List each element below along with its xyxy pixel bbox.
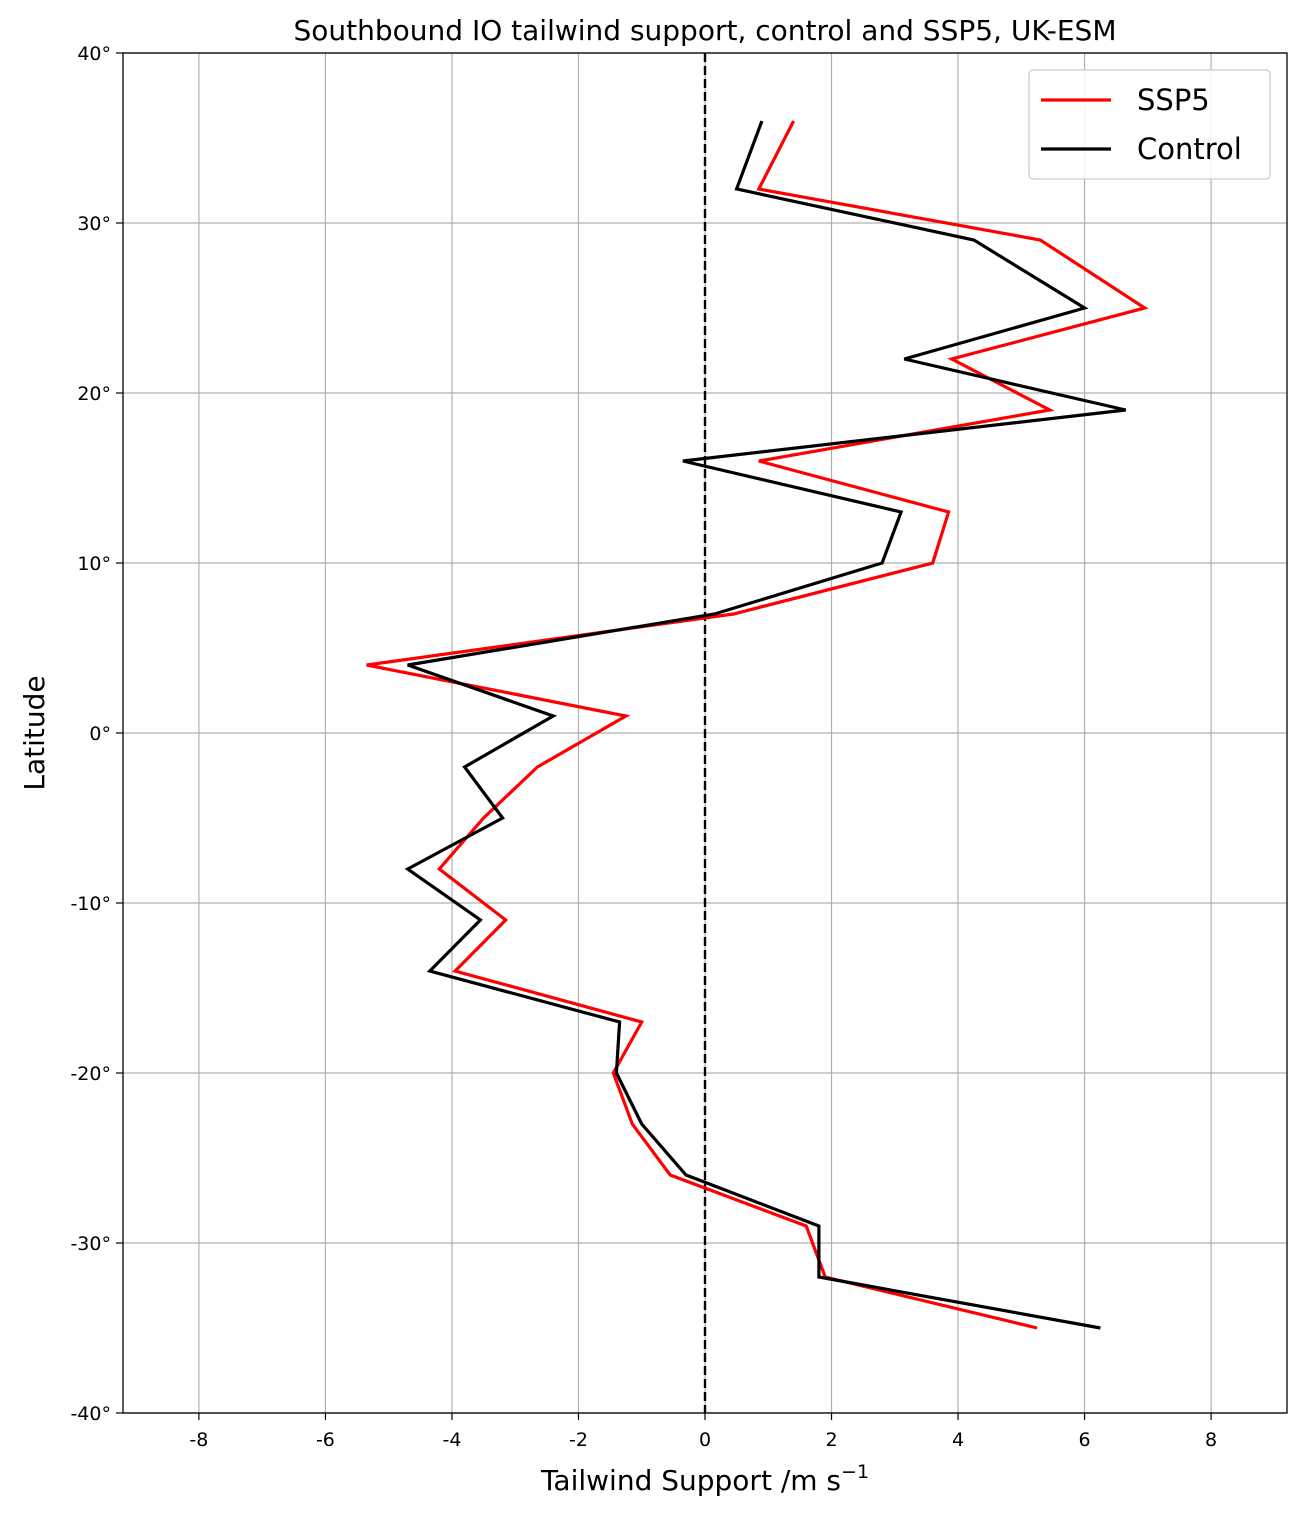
legend-label-ssp5: SSP5 bbox=[1137, 83, 1210, 117]
y-tick-label: 40° bbox=[77, 43, 111, 65]
x-tick-label: -2 bbox=[569, 1429, 588, 1451]
x-tick-label: 2 bbox=[825, 1429, 837, 1451]
x-axis-label: Tailwind Support /m s−1 bbox=[540, 1461, 869, 1497]
x-tick-label: -8 bbox=[189, 1429, 208, 1451]
chart-title: Southbound IO tailwind support, control … bbox=[294, 14, 1117, 47]
y-tick-label: 30° bbox=[77, 213, 111, 235]
series-line-ssp5 bbox=[366, 120, 1149, 1330]
x-tick-label: 4 bbox=[952, 1429, 964, 1451]
x-tick-label: 0 bbox=[699, 1429, 711, 1451]
legend-label-control: Control bbox=[1137, 132, 1242, 166]
legend: SSP5 Control bbox=[1028, 69, 1271, 180]
x-axis-label-text: Tailwind Support /m s bbox=[540, 1464, 841, 1497]
series-line-control bbox=[404, 120, 1127, 1330]
x-tick-label: -6 bbox=[316, 1429, 335, 1451]
x-axis-label-superscript: −1 bbox=[841, 1461, 869, 1483]
y-tick-label: -30° bbox=[70, 1233, 111, 1255]
series-group bbox=[366, 120, 1149, 1330]
y-tick-label: -40° bbox=[70, 1403, 111, 1425]
y-tick-label: 10° bbox=[77, 553, 111, 575]
y-tick-label: 20° bbox=[77, 383, 111, 405]
ticks: -8 -6 -4 -2 0 2 4 6 8 -40° -30° -20° -10° 0° 10° 20° 30°… bbox=[70, 43, 1217, 1451]
x-tick-label: 8 bbox=[1205, 1429, 1217, 1451]
y-axis-label: Latitude bbox=[18, 675, 51, 790]
y-tick-label: -20° bbox=[70, 1063, 111, 1085]
x-tick-label: -4 bbox=[442, 1429, 461, 1451]
y-tick-label: -10° bbox=[70, 893, 111, 915]
legend-box bbox=[1028, 69, 1271, 180]
y-tick-label: 0° bbox=[89, 723, 111, 745]
x-tick-label: 6 bbox=[1079, 1429, 1091, 1451]
